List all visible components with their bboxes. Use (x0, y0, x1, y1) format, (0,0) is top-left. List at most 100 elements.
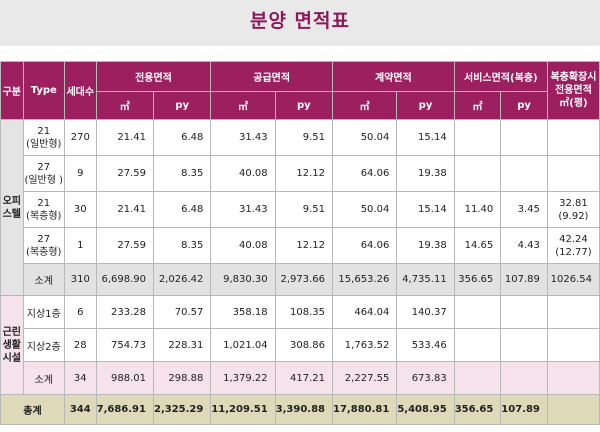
ext-cell: 32.81 (9.92) (546, 191, 600, 228)
table-row: 27 (복층형) 1 27.59 8.35 40.08 12.12 64.06 1… (1, 227, 600, 264)
con-sqm-cell: 64.06 (332, 227, 398, 264)
sup-sqm-cell: 1,021.04 (210, 328, 276, 362)
sup-py-cell: 12.12 (274, 155, 334, 192)
header-unit-sqm: ㎡ (95, 91, 154, 120)
con-py-cell: 533.46 (396, 328, 455, 362)
ext-sqm: 42.24 (559, 233, 588, 245)
con-py-cell: 673.83 (396, 361, 455, 395)
table-row: 27 (일반형 ) 9 27.59 8.35 40.08 12.12 64.06 … (1, 155, 600, 192)
svc-sqm-cell (453, 119, 502, 156)
subtotal-label: 소계 (22, 361, 65, 395)
header-unit-py: py (152, 91, 212, 120)
excl-sqm-cell: 21.41 (95, 191, 154, 228)
units-cell: 30 (63, 191, 97, 228)
svc-py-cell: 107.89 (500, 394, 548, 425)
type-cell: 27 (복층형) (22, 227, 65, 264)
con-sqm-cell: 64.06 (332, 155, 398, 192)
sup-sqm-cell: 1,379.22 (210, 361, 276, 395)
con-py-cell: 140.37 (396, 295, 455, 329)
con-sqm-cell: 2,227.55 (332, 361, 398, 395)
subtotal-row: 소계 34 988.01 298.88 1,379.22 417.21 2,22… (1, 361, 600, 395)
ext-sqm: 32.81 (559, 197, 588, 209)
header-unit-sqm: ㎡ (332, 91, 398, 120)
header-unit-sqm: ㎡ (210, 91, 276, 120)
empty-cell (500, 328, 548, 362)
subtotal-label: 소계 (22, 263, 65, 296)
con-sqm-cell: 50.04 (332, 119, 398, 156)
excl-py-cell: 298.88 (152, 361, 212, 395)
sup-py-cell: 12.12 (274, 227, 334, 264)
type-number: 27 (37, 233, 51, 245)
ext-cell (546, 119, 600, 156)
units-cell: 34 (63, 361, 97, 395)
ext-cell: 1026.54 (546, 263, 600, 296)
svc-sqm-cell: 11.40 (453, 191, 502, 228)
table-row: 오피스텔 21 (일반형) 270 21.41 6.48 31.43 9.51 5… (0, 119, 600, 296)
con-sqm-cell: 17,880.81 (332, 394, 398, 425)
header-duplex-ext-line2: 전용면적 (555, 85, 592, 96)
header-duplex-ext: 복층확장시 전용면적 ㎡(평) (546, 61, 600, 120)
units-cell: 270 (63, 119, 97, 156)
type-kind: (일반형 ) (24, 174, 64, 186)
svc-py-cell: 4.43 (500, 227, 548, 264)
svc-sqm-cell: 356.65 (453, 394, 502, 425)
header-unit-sqm: ㎡ (453, 91, 502, 120)
header-exclusive: 전용면적 (95, 61, 212, 92)
con-sqm-cell: 15,653.26 (332, 263, 398, 296)
con-py-cell: 15.14 (396, 191, 455, 228)
type-cell: 21 (복층형) (22, 191, 65, 228)
svc-sqm-cell (453, 155, 502, 192)
ext-py: (9.92) (558, 210, 589, 222)
ext-cell (546, 155, 600, 192)
empty-cell (546, 295, 600, 329)
type-number: 21 (37, 125, 51, 137)
category-officetel: 오피스텔 (0, 119, 24, 296)
type-number: 27 (37, 161, 51, 173)
con-sqm-cell: 464.04 (332, 295, 398, 329)
sup-sqm-cell: 31.43 (210, 119, 276, 156)
con-py-cell: 19.38 (396, 227, 455, 264)
header-contract: 계약면적 (332, 61, 455, 92)
sup-sqm-cell: 9,830.30 (210, 263, 276, 296)
units-cell: 28 (63, 328, 97, 362)
sup-sqm-cell: 11,209.51 (210, 394, 276, 425)
table-row: 21 (복층형) 30 21.41 6.48 31.43 9.51 50.04 1… (1, 191, 600, 228)
sup-py-cell: 417.21 (274, 361, 334, 395)
type-cell: 27 (일반형 ) (22, 155, 65, 192)
con-py-cell: 19.38 (396, 155, 455, 192)
total-label: 총계 (0, 394, 65, 425)
empty-cell (546, 328, 600, 362)
type-kind: (복층형) (26, 246, 62, 258)
excl-py-cell: 70.57 (152, 295, 212, 329)
category-retail: 근린생활시설 (0, 295, 24, 395)
excl-py-cell: 8.35 (152, 155, 212, 192)
header-type: Type (22, 61, 65, 120)
header-service: 서비스면적(복층) (453, 61, 548, 92)
sup-sqm-cell: 358.18 (210, 295, 276, 329)
svc-py-cell (500, 119, 548, 156)
excl-sqm-cell: 988.01 (95, 361, 154, 395)
excl-sqm-cell: 233.28 (95, 295, 154, 329)
type-cell: 지상2층 (22, 328, 65, 362)
excl-sqm-cell: 6,698.90 (95, 263, 154, 296)
empty-cell (453, 295, 502, 329)
units-cell: 1 (63, 227, 97, 264)
header-supply: 공급면적 (210, 61, 334, 92)
type-kind: (일반형) (26, 138, 62, 150)
units-cell: 344 (63, 394, 97, 425)
empty-cell (453, 361, 502, 395)
excl-py-cell: 2,325.29 (152, 394, 212, 425)
sup-sqm-cell: 31.43 (210, 191, 276, 228)
sup-py-cell: 108.35 (274, 295, 334, 329)
header-units: 세대수 (63, 61, 97, 120)
svc-sqm-cell: 356.65 (453, 263, 502, 296)
excl-py-cell: 228.31 (152, 328, 212, 362)
empty-cell (500, 295, 548, 329)
ext-py: (12.77) (555, 246, 592, 258)
units-cell: 310 (63, 263, 97, 296)
sup-py-cell: 3,390.88 (274, 394, 334, 425)
con-sqm-cell: 50.04 (332, 191, 398, 228)
table-row: 지상2층 28 754.73 228.31 1,021.04 308.86 1,… (1, 328, 600, 362)
excl-sqm-cell: 754.73 (95, 328, 154, 362)
excl-py-cell: 2,026.42 (152, 263, 212, 296)
